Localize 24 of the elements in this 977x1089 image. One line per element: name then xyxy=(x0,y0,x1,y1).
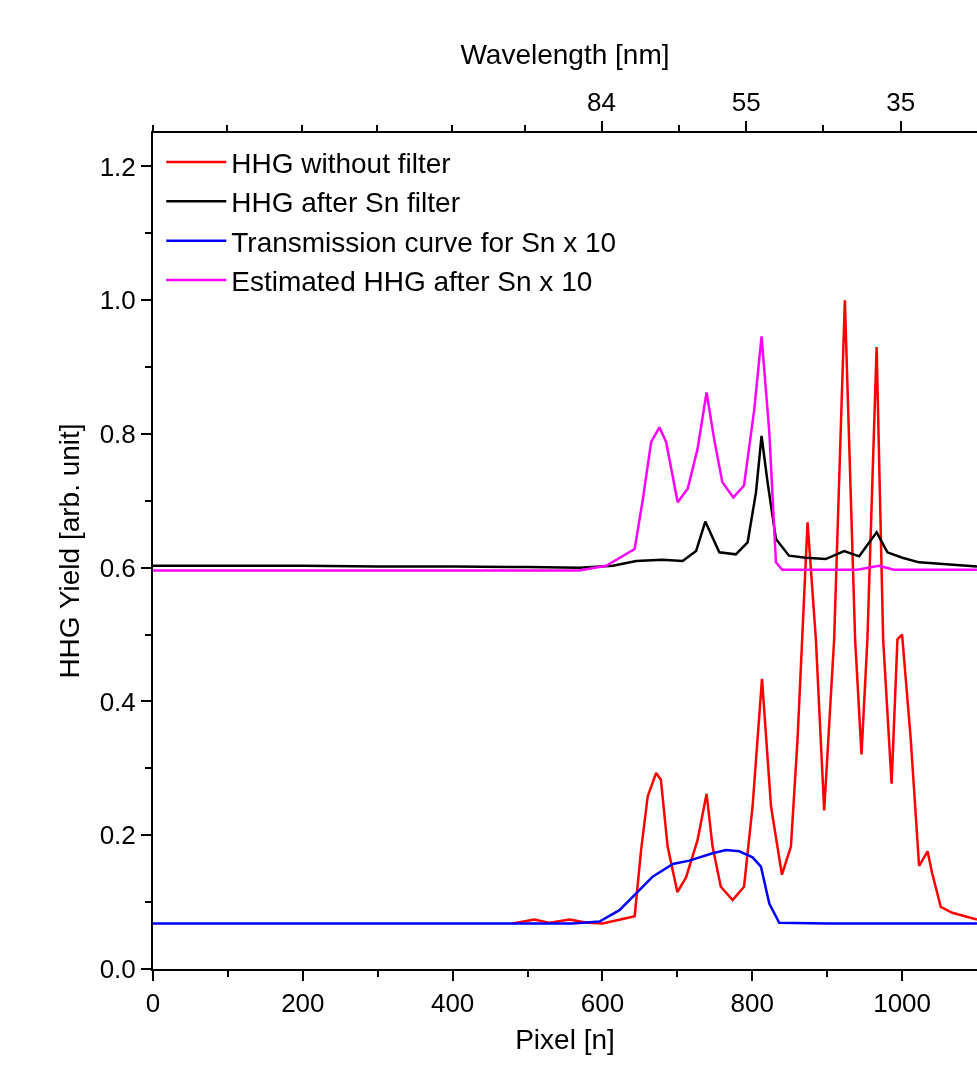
y-tick-label: 1.0 xyxy=(99,285,136,316)
legend-label: HHG without filter xyxy=(231,147,451,179)
x2-tick-label: 84 xyxy=(587,86,616,117)
y-tick-label: 0.6 xyxy=(99,552,136,583)
x-tick-label: 200 xyxy=(281,988,325,1019)
y-axis-title: HHG Yield [arb. unit] xyxy=(53,423,85,679)
x-tick-label: 1000 xyxy=(873,988,932,1019)
y-tick-label: 0.4 xyxy=(99,686,136,717)
x2-axis-title: Wavelength [nm] xyxy=(460,38,670,70)
legend-label: HHG after Sn filter xyxy=(231,187,460,219)
x-tick-label: 400 xyxy=(430,988,475,1019)
y-tick-label: 0.0 xyxy=(99,954,136,985)
x-tick-label: 800 xyxy=(730,988,774,1019)
y-tick-label: 1.2 xyxy=(99,151,136,182)
x-tick-label: 600 xyxy=(580,988,625,1019)
y-tick-label: 0.2 xyxy=(99,820,136,851)
x-axis-title: Pixel [n] xyxy=(515,1023,615,1055)
legend-label: Transmission curve for Sn x 10 xyxy=(231,226,617,258)
y-tick-label: 0.8 xyxy=(99,419,136,450)
line-series xyxy=(153,848,977,925)
legend-label: Estimated HHG after Sn x 10 xyxy=(231,266,593,297)
x2-tick-label: 55 xyxy=(731,86,761,117)
x2-tick-label: 35 xyxy=(886,86,916,117)
x-tick-label: 0 xyxy=(145,988,161,1019)
